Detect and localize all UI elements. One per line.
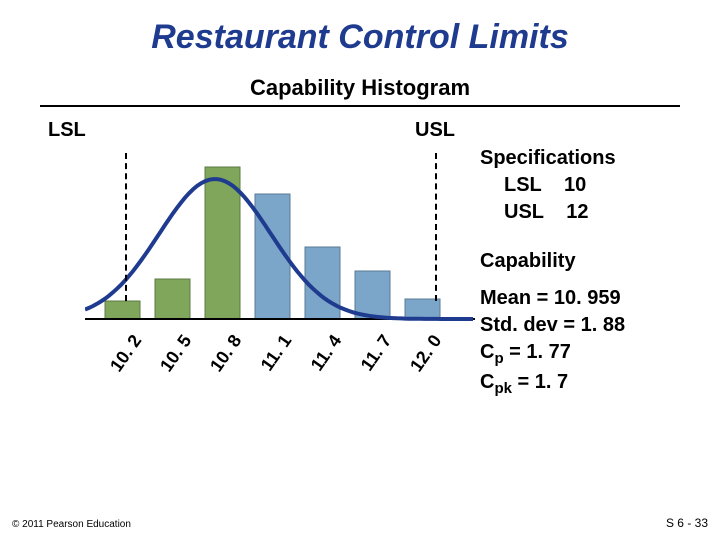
page-title: Restaurant Control Limits [0,0,720,57]
x-axis-ticks: 10. 210. 510. 811. 111. 411. 712. 0 [85,331,495,401]
stat-mean: Mean = 10. 959 [480,285,680,312]
capability-histogram [85,149,495,329]
x-tick: 10. 2 [107,331,147,376]
footer-page: S 6 - 33 [666,516,708,530]
spec-usl-val: 12 [566,201,588,223]
usl-label: USL [415,119,455,142]
usl-line [435,153,437,301]
x-tick: 12. 0 [407,331,447,376]
capability-heading: Capability [480,248,680,275]
lsl-label: LSL [48,119,86,142]
stat-cp: Cp = 1. 77 [480,339,680,369]
spec-lsl-key: LSL [504,174,542,196]
spec-row-usl: USL 12 [480,199,680,226]
spec-usl-key: USL [504,201,544,223]
cpk-sub: pk [494,380,512,397]
cpk-val: = 1. 7 [512,371,568,393]
right-panel: Specifications LSL 10 USL 12 Capability … [480,145,680,400]
cpk-c: C [480,371,494,393]
specifications-block: Specifications LSL 10 USL 12 [480,145,680,226]
divider [40,105,680,107]
spec-heading: Specifications [480,145,680,172]
stat-std: Std. dev = 1. 88 [480,312,680,339]
footer-copyright: © 2011 Pearson Education [12,519,131,530]
x-tick: 10. 5 [157,331,197,376]
cp-sub: p [494,350,503,367]
x-tick: 10. 8 [207,331,247,376]
stat-cpk: Cpk = 1. 7 [480,369,680,399]
x-tick: 11. 1 [257,331,297,375]
x-tick: 11. 7 [357,331,397,375]
cp-val: = 1. 77 [504,341,571,363]
x-tick: 11. 4 [307,331,347,375]
cp-c: C [480,341,494,363]
stats-block: Mean = 10. 959 Std. dev = 1. 88 Cp = 1. … [480,285,680,400]
spec-row-lsl: LSL 10 [480,172,680,199]
spec-lsl-val: 10 [564,174,586,196]
subtitle: Capability Histogram [0,75,720,101]
lsl-line [125,153,127,301]
slide: Restaurant Control Limits Capability His… [0,0,720,540]
